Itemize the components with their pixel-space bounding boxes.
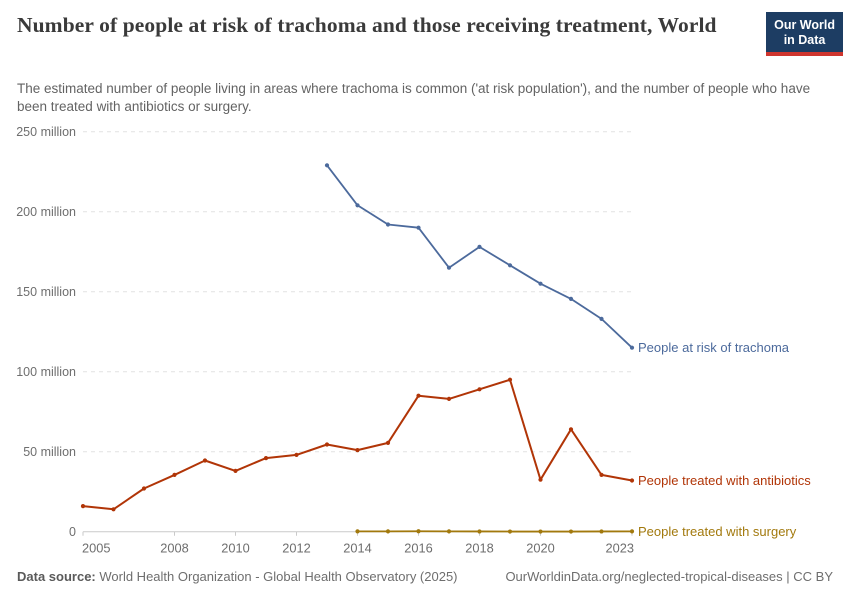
data-point[interactable] — [477, 244, 482, 249]
x-axis-label: 2005 — [82, 541, 110, 556]
data-point[interactable] — [111, 507, 116, 512]
data-point[interactable] — [263, 456, 269, 461]
data-point[interactable] — [355, 448, 360, 453]
data-point[interactable] — [385, 222, 391, 227]
y-axis-label: 200 million — [16, 205, 76, 219]
data-point[interactable] — [477, 529, 482, 534]
line-chart: 0 50 million 100 million 150 million 200 mil… — [16, 125, 811, 556]
page-title: Number of people at risk of trachoma and… — [17, 13, 717, 37]
legend-label-people-treated-with-surgery[interactable]: People treated with surgery — [638, 524, 797, 539]
logo-line-2: in Data — [783, 33, 826, 47]
data-point[interactable] — [324, 442, 330, 447]
data-point[interactable] — [599, 472, 604, 477]
data-source-label: Data source: — [17, 569, 96, 584]
y-axis-label: 100 million — [16, 365, 76, 379]
data-point[interactable] — [355, 529, 360, 534]
data-point[interactable] — [538, 281, 543, 286]
data-point[interactable] — [599, 529, 604, 534]
data-point[interactable] — [80, 504, 86, 509]
data-point[interactable] — [446, 529, 452, 534]
legend-label-people-at-risk-of-trachoma[interactable]: People at risk of trachoma — [638, 340, 790, 355]
series-line-people-at-risk-of-trachoma[interactable] — [326, 164, 633, 349]
logo-line-1: Our World — [774, 18, 835, 32]
x-axis-label: 2014 — [343, 541, 371, 556]
data-point[interactable] — [507, 377, 513, 382]
data-point[interactable] — [568, 529, 574, 534]
y-axis-label: 250 million — [16, 125, 76, 139]
data-point[interactable] — [629, 478, 635, 483]
data-point[interactable] — [538, 529, 543, 534]
data-point[interactable] — [568, 427, 574, 432]
data-point[interactable] — [141, 486, 147, 491]
y-axis-label: 0 — [69, 525, 76, 539]
data-source-text: World Health Organization - Global Healt… — [95, 569, 458, 584]
data-point[interactable] — [446, 396, 452, 401]
x-axis-label: 2016 — [404, 541, 432, 556]
data-point[interactable] — [507, 529, 513, 534]
data-point[interactable] — [202, 458, 208, 463]
data-point[interactable] — [446, 265, 452, 270]
data-point[interactable] — [172, 472, 177, 477]
series-line-people-treated-with-antibiotics[interactable] — [82, 378, 633, 511]
x-axis-label: 2012 — [282, 541, 310, 556]
data-point[interactable] — [233, 468, 238, 473]
legend-label-people-treated-with-antibiotics[interactable]: People treated with antibiotics — [638, 473, 811, 488]
data-source: Data source: World Health Organization -… — [17, 569, 458, 584]
data-point[interactable] — [324, 163, 330, 168]
data-point[interactable] — [538, 477, 543, 482]
data-point[interactable] — [416, 393, 421, 398]
data-point[interactable] — [355, 203, 360, 208]
x-axis-label: 2018 — [465, 541, 493, 556]
x-axis-label: 2023 — [606, 541, 634, 556]
x-axis-label: 2010 — [221, 541, 249, 556]
chart-subtitle: The estimated number of people living in… — [17, 81, 811, 114]
owid-logo[interactable]: Our World in Data — [766, 12, 843, 56]
data-point[interactable] — [599, 316, 604, 321]
data-point[interactable] — [385, 529, 391, 534]
data-point[interactable] — [385, 440, 391, 445]
data-point[interactable] — [416, 529, 421, 534]
data-point[interactable] — [629, 345, 635, 350]
chart-footer: Data source: World Health Organization -… — [17, 569, 833, 584]
data-point[interactable] — [629, 529, 635, 534]
data-point[interactable] — [294, 452, 299, 457]
data-point[interactable] — [507, 263, 513, 268]
data-point[interactable] — [416, 225, 421, 230]
data-point[interactable] — [477, 387, 482, 392]
data-point[interactable] — [568, 296, 574, 301]
y-axis-label: 50 million — [23, 445, 76, 459]
footer-link[interactable]: OurWorldinData.org/neglected-tropical-di… — [505, 569, 833, 584]
x-axis-label: 2008 — [160, 541, 188, 556]
y-axis-label: 150 million — [16, 285, 76, 299]
x-axis-label: 2020 — [526, 541, 554, 556]
